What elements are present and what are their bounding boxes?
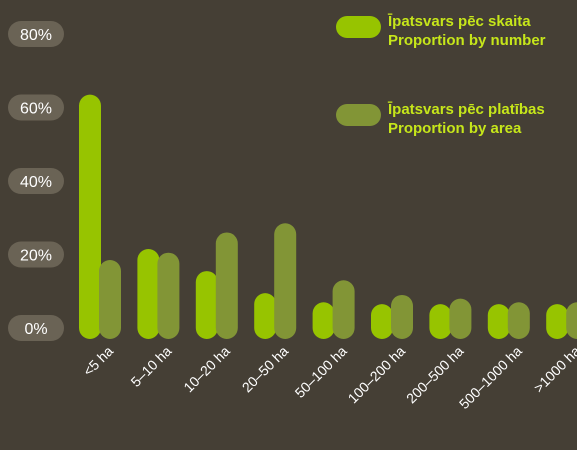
- bar-proportion-by-number: [487, 304, 510, 339]
- bar-proportion-by-area: [391, 294, 413, 339]
- y-tick: 20%: [8, 241, 64, 268]
- legend-label-lv: Īpatsvars pēc platības: [387, 101, 545, 118]
- y-tick-pill: [8, 241, 64, 268]
- legend-item: Īpatsvars pēc platības Proportion by area: [336, 101, 545, 137]
- legend-item: Īpatsvars pēc skaita Proportion by number: [336, 13, 546, 49]
- y-tick-pill: [8, 168, 64, 194]
- x-tick-label: 200–500 ha: [403, 343, 467, 407]
- bars: [79, 94, 577, 339]
- x-tick-label: <5 ha: [80, 343, 117, 380]
- x-tick-label: 100–200 ha: [345, 343, 409, 407]
- y-tick-pill: [8, 315, 64, 341]
- x-tick-label: >1000 ha: [530, 343, 577, 396]
- y-tick: 80%: [8, 21, 64, 47]
- x-tick-label: 500–1000 ha: [456, 343, 525, 412]
- y-tick: 60%: [8, 94, 64, 121]
- y-tick: 40%: [8, 168, 64, 194]
- bar-proportion-by-number: [195, 271, 218, 339]
- legend-label-lv: Īpatsvars pēc skaita: [387, 13, 531, 30]
- x-tick-label: 10–20 ha: [180, 343, 233, 396]
- legend: Īpatsvars pēc skaita Proportion by number…: [336, 13, 546, 137]
- x-tick-label: 20–50 ha: [239, 343, 292, 396]
- legend-swatch: [336, 104, 381, 126]
- bar-proportion-by-area: [507, 302, 530, 339]
- bar-proportion-by-area: [215, 232, 238, 339]
- bar-proportion-by-number: [137, 249, 160, 339]
- bar-proportion-by-number: [546, 304, 569, 339]
- legend-label-en: Proportion by number: [388, 32, 546, 49]
- y-tick-pill: [8, 94, 64, 121]
- bar-proportion-by-area: [274, 223, 297, 339]
- bar-proportion-by-area: [157, 252, 180, 339]
- y-tick-label: 0%: [24, 321, 47, 338]
- y-axis: 0% 20% 40% 60% 80%: [8, 21, 64, 341]
- legend-swatch: [336, 16, 381, 38]
- legend-label-en: Proportion by area: [388, 120, 522, 137]
- bar-proportion-by-number: [254, 293, 277, 339]
- y-tick-pill: [8, 21, 64, 47]
- y-tick-label: 80%: [20, 27, 52, 44]
- bar-proportion-by-area: [449, 298, 472, 339]
- x-tick-label: 50–100 ha: [292, 343, 350, 401]
- y-tick: 0%: [8, 315, 64, 341]
- bar-proportion-by-number: [429, 304, 452, 339]
- y-tick-label: 60%: [20, 101, 52, 118]
- bar-proportion-by-area: [99, 260, 121, 339]
- x-axis: <5 ha 5–10 ha 10–20 ha 20–50 ha 50–100 ha100…: [80, 343, 577, 412]
- bar-proportion-by-number: [371, 304, 393, 339]
- x-tick-label: 5–10 ha: [127, 343, 174, 390]
- bar-proportion-by-area: [332, 280, 355, 339]
- bar-proportion-by-number: [79, 94, 101, 339]
- bar-proportion-by-number: [312, 302, 335, 339]
- bar-proportion-by-area: [566, 302, 577, 339]
- y-tick-label: 40%: [20, 174, 52, 191]
- y-tick-label: 20%: [20, 248, 52, 265]
